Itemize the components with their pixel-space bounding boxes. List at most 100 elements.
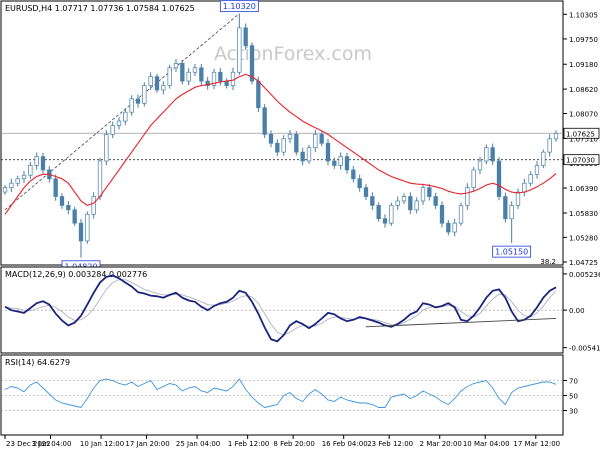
candle-body xyxy=(446,222,451,233)
price-axis: 1.10305 1.09750 1.09180 1.08620 1.08070 1.075… xyxy=(563,11,600,267)
rsi-tick-label: 50 xyxy=(569,393,578,401)
price-annotation-box xyxy=(219,0,259,13)
macd-trendline xyxy=(365,318,557,328)
candle-body xyxy=(484,147,489,162)
candle-body xyxy=(287,134,293,140)
time-tick-label: 23 Feb 12:00 xyxy=(367,440,413,448)
candle-body xyxy=(192,67,198,73)
time-tick-label: 3 Jan 04:00 xyxy=(32,440,72,448)
price-annotation-label: 1.05150 xyxy=(495,248,528,257)
candle-body xyxy=(129,98,134,113)
price-tick-label: 1.09180 xyxy=(569,61,598,69)
current-price-label: 1.07625 xyxy=(566,130,595,138)
candle-body xyxy=(9,182,14,188)
candle-body xyxy=(262,107,267,135)
moving-average-line xyxy=(4,73,557,215)
candle-body xyxy=(534,165,540,175)
candle-body xyxy=(528,173,533,184)
macd-series xyxy=(4,274,557,343)
candle-body xyxy=(180,63,185,82)
candle-body xyxy=(40,156,46,171)
candle-body xyxy=(553,133,559,140)
time-tick-label: 17 Jan 20:00 xyxy=(125,440,169,448)
candle-body xyxy=(15,178,20,184)
time-tick-label: 25 Jan 04:00 xyxy=(176,440,220,448)
candle-body xyxy=(490,147,495,162)
rsi-panel: RSI(14) 64.6279 70 50 30 xyxy=(0,354,578,436)
price-gridlines xyxy=(1,132,563,161)
candle-body xyxy=(325,142,331,162)
candle-body xyxy=(154,76,160,91)
macd-tick-label: 0.005236 xyxy=(569,271,600,279)
price-tick-label: 1.05830 xyxy=(569,210,598,218)
macd-tick-label: -0.005416 xyxy=(569,345,600,353)
price-tick-label: 1.10305 xyxy=(569,11,598,19)
candle-body xyxy=(199,67,204,82)
candle-body xyxy=(72,209,77,224)
candle-body xyxy=(471,169,476,188)
candle-body xyxy=(332,160,337,166)
candle-body xyxy=(294,134,299,153)
candle-body xyxy=(91,196,96,215)
candle-body xyxy=(414,200,419,211)
candle-body xyxy=(53,178,58,197)
candle-body xyxy=(142,85,147,104)
candle-body xyxy=(465,187,470,206)
candle-body xyxy=(515,191,521,206)
time-tick-label: 17 Mar 12:00 xyxy=(513,440,560,448)
candle-body xyxy=(357,178,362,188)
candle-body xyxy=(344,156,350,171)
fib-level-label: 38.2 xyxy=(540,258,556,266)
candle-body xyxy=(382,218,388,224)
candle-body xyxy=(104,134,109,162)
candle-body xyxy=(306,147,312,162)
time-tick-label: 10 Mar 04:00 xyxy=(463,440,510,448)
rsi-title: RSI(14) 64.6279 xyxy=(5,358,70,367)
macd-panel: MACD(12,26,9) 0.003284 0.002776 0.005236… xyxy=(0,266,600,354)
candle-body xyxy=(59,196,65,206)
candle-body xyxy=(319,134,324,144)
candle-body xyxy=(522,182,527,193)
candle-body xyxy=(541,151,546,166)
candle-body xyxy=(281,138,286,153)
current-price-box xyxy=(563,127,600,139)
candle-body xyxy=(123,111,128,122)
rising-trendline xyxy=(4,13,240,211)
candle-body xyxy=(427,187,432,197)
macd-axis: 0.005236 0.00 -0.005416 xyxy=(563,271,600,353)
candle-body xyxy=(351,169,356,180)
time-tick-label: 1 Feb 12:00 xyxy=(228,440,269,448)
candle-body xyxy=(161,85,166,91)
candle-body xyxy=(458,205,464,224)
candle-body xyxy=(34,156,39,166)
price-tick-label: 1.09750 xyxy=(569,36,598,44)
rsi-axis: 70 50 30 xyxy=(563,378,578,416)
candle-body xyxy=(211,71,217,86)
candle-body xyxy=(167,67,172,86)
price-tick-label: 1.08620 xyxy=(569,86,598,94)
candle-body xyxy=(243,27,248,46)
candle-body xyxy=(376,205,381,220)
price-tick-label: 1.06390 xyxy=(569,185,598,193)
candle-body xyxy=(237,27,242,73)
candle-body xyxy=(78,222,84,242)
macd-tick-label: 0.00 xyxy=(569,307,585,315)
rsi-gridlines xyxy=(1,380,563,411)
candle-body xyxy=(401,196,407,202)
price-tick-label: 1.08070 xyxy=(569,111,598,119)
candle-body xyxy=(66,205,71,211)
time-tick-label: 23 Dec 2022 xyxy=(6,440,51,448)
candle-body xyxy=(477,160,483,171)
candle-body xyxy=(116,120,122,126)
candle-body xyxy=(97,160,103,197)
candle-body xyxy=(135,98,141,104)
candle-body xyxy=(313,134,318,149)
rsi-line xyxy=(4,378,557,409)
rsi-panel-border xyxy=(0,354,564,436)
price-annotation-label: 1.10320 xyxy=(223,2,256,11)
candle-body xyxy=(395,200,400,206)
candle-body xyxy=(218,71,223,82)
time-tick-label: 2 Mar 20:00 xyxy=(420,440,462,448)
